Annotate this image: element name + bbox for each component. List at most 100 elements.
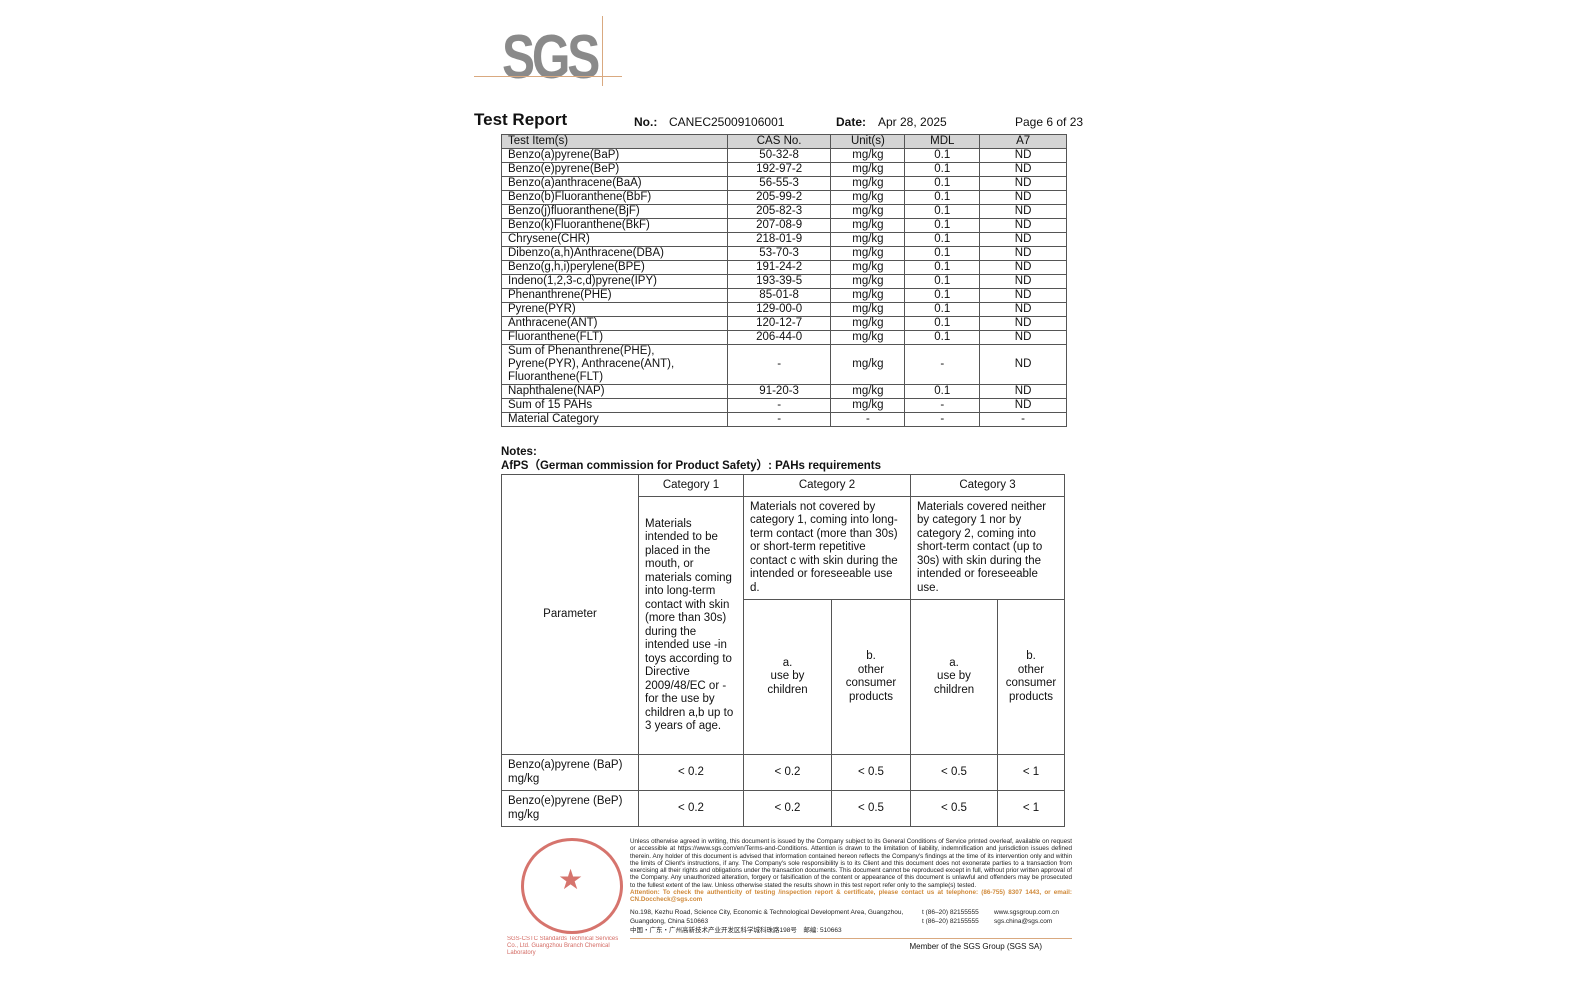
sgs-logo: SGS: [474, 16, 624, 92]
table-cell: mg/kg: [830, 218, 906, 233]
table-cell: ND: [979, 384, 1067, 399]
limit-row: Benzo(a)pyrene (BaP) mg/kg < 0.2 < 0.2 < 0.…: [501, 754, 1065, 791]
table-cell: ND: [979, 218, 1067, 233]
category-1-description: Materials intended to be placed in the m…: [638, 496, 744, 755]
limit-row: Benzo(e)pyrene (BeP) mg/kg < 0.2 < 0.2 < 0.…: [501, 790, 1065, 827]
table-cell: mg/kg: [830, 288, 906, 303]
table-row: Fluoranthene(FLT) 206-44-0 mg/kg 0.1 ND: [501, 330, 1067, 345]
table-cell: -: [904, 344, 981, 385]
website-link[interactable]: www.sgsgroup.com.cn: [994, 908, 1060, 916]
parameter-cell: Benzo(a)pyrene (BaP) mg/kg: [501, 754, 639, 791]
table-row: Benzo(a)anthracene(BaA) 56-55-3 mg/kg 0.1 ND: [501, 176, 1067, 191]
table-cell: Fluoranthene(FLT): [501, 330, 728, 345]
table-cell: -: [726, 344, 832, 385]
table-cell: ND: [979, 274, 1067, 289]
table-cell: 53-70-3: [726, 246, 832, 261]
table-cell: 0.1: [904, 288, 981, 303]
footer: ★ SGS-CSTC Standards Technical Services …: [505, 836, 1075, 998]
table-row: Indeno(1,2,3-c,d)pyrene(IPY) 193-39-5 mg/k…: [501, 274, 1067, 289]
table-cell: ND: [979, 288, 1067, 303]
table-cell: 192-97-2: [726, 162, 832, 177]
table-row: Sum of Phenanthrene(PHE), Pyrene(PYR), A…: [501, 344, 1067, 385]
table-cell: ND: [979, 330, 1067, 345]
date-label: Date:: [836, 115, 867, 129]
table-cell: 207-08-9: [726, 218, 832, 233]
table-cell: 91-20-3: [726, 384, 832, 399]
category-3-description: Materials covered neither by category 1 …: [910, 496, 1065, 600]
table-cell: mg/kg: [830, 398, 906, 413]
table-cell: 206-44-0: [726, 330, 832, 345]
table-cell: 193-39-5: [726, 274, 832, 289]
table-cell: 0.1: [904, 260, 981, 275]
limit-cell: < 0.2: [638, 790, 744, 827]
table-cell: 205-82-3: [726, 204, 832, 219]
table-row: Chrysene(CHR) 218-01-9 mg/kg 0.1 ND: [501, 232, 1067, 247]
contacts-row: No.198, Kezhu Road, Science City, Econom…: [630, 908, 1072, 935]
table-cell: 0.1: [904, 204, 981, 219]
table-row: Benzo(k)Fluoranthene(BkF) 207-08-9 mg/kg 0.…: [501, 218, 1067, 233]
table-cell: 0.1: [904, 190, 981, 205]
table-row: Sum of 15 PAHs - mg/kg - ND: [501, 398, 1067, 413]
table-cell: 85-01-8: [726, 288, 832, 303]
table-cell: mg/kg: [830, 344, 906, 385]
seal-text: SGS-CSTC Standards Technical Services Co…: [507, 936, 619, 956]
table-row: Benzo(e)pyrene(BeP) 192-97-2 mg/kg 0.1 ND: [501, 162, 1067, 177]
afps-title: AfPS（German commission for Product Safet…: [501, 460, 882, 472]
table-cell: 0.1: [904, 302, 981, 317]
table-cell: ND: [979, 176, 1067, 191]
email-link[interactable]: sgs.china@sgs.com: [994, 917, 1053, 925]
afps-requirements-table: Parameter Category 1 Category 2 Category…: [501, 474, 1065, 827]
star-icon: ★: [558, 864, 584, 895]
table-cell: Benzo(g,h,i)perylene(BPE): [501, 260, 728, 275]
table-cell: 205-99-2: [726, 190, 832, 205]
table-cell: mg/kg: [830, 190, 906, 205]
member-note: Member of the SGS Group (SGS SA): [909, 941, 1043, 951]
table-cell: Benzo(j)fluoranthene(BjF): [501, 204, 728, 219]
limit-cell: < 0.5: [910, 754, 998, 791]
table-cell: -: [726, 412, 832, 427]
table-cell: Anthracene(ANT): [501, 316, 728, 331]
table-cell: mg/kg: [830, 330, 906, 345]
category-2-header: Category 2: [743, 474, 911, 497]
table-cell: 50-32-8: [726, 148, 832, 163]
table-cell: mg/kg: [830, 204, 906, 219]
table-cell: Sum of Phenanthrene(PHE), Pyrene(PYR), A…: [501, 344, 728, 385]
table-cell: ND: [979, 232, 1067, 247]
page-number: Page 6 of 23: [1015, 115, 1084, 129]
report-date: Apr 28, 2025: [878, 115, 947, 129]
limit-cell: < 0.2: [638, 754, 744, 791]
table-cell: 0.1: [904, 162, 981, 177]
table-cell: ND: [979, 246, 1067, 261]
table-cell: Benzo(e)pyrene(BeP): [501, 162, 728, 177]
table-cell: 0.1: [904, 274, 981, 289]
table-cell: ND: [979, 344, 1067, 385]
limit-cell: < 0.5: [831, 754, 911, 791]
limit-cell: < 1: [997, 790, 1065, 827]
table-cell: ND: [979, 204, 1067, 219]
table-cell: Benzo(b)Fluoranthene(BbF): [501, 190, 728, 205]
report-number: CANEC25009106001: [669, 115, 785, 129]
limit-cell: < 1: [997, 754, 1065, 791]
report-title: Test Report: [474, 110, 568, 129]
table-cell: 218-01-9: [726, 232, 832, 247]
notes-label: Notes:: [501, 446, 537, 458]
table-cell: 0.1: [904, 232, 981, 247]
table-cell: Sum of 15 PAHs: [501, 398, 728, 413]
limit-cell: < 0.5: [910, 790, 998, 827]
table-cell: mg/kg: [830, 316, 906, 331]
subcategory-2b: b. other consumer products: [831, 599, 911, 755]
table-cell: 0.1: [904, 384, 981, 399]
table-cell: mg/kg: [830, 260, 906, 275]
subcategory-3a: a. use by children: [910, 599, 998, 755]
table-row: Naphthalene(NAP) 91-20-3 mg/kg 0.1 ND: [501, 384, 1067, 399]
table-cell: -: [830, 412, 906, 427]
table-cell: 0.1: [904, 330, 981, 345]
table-cell: 129-00-0: [726, 302, 832, 317]
results-table: Test Item(s) CAS No. Unit(s) MDL A7 Benzo(a)p…: [501, 134, 1067, 427]
column-header: A7: [979, 134, 1067, 149]
table-cell: Pyrene(PYR): [501, 302, 728, 317]
table-cell: Phenanthrene(PHE): [501, 288, 728, 303]
table-cell: ND: [979, 398, 1067, 413]
address: No.198, Kezhu Road, Science City, Econom…: [630, 908, 904, 934]
table-row: Phenanthrene(PHE) 85-01-8 mg/kg 0.1 ND: [501, 288, 1067, 303]
